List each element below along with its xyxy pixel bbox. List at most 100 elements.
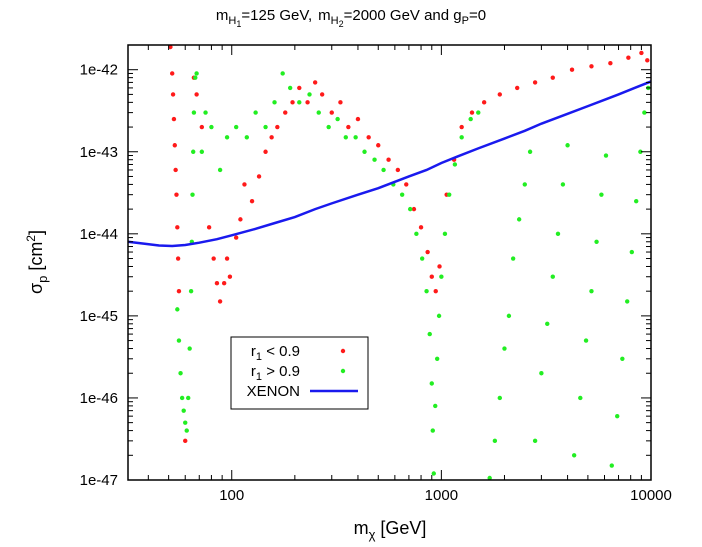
scatter-point-s0-19 [224,256,230,261]
scatter-point-s1-65 [522,182,527,187]
scatter-point-s0-49 [437,264,442,269]
scatter-point-s1-16 [199,149,205,154]
scatter-point-s0-7 [175,225,180,230]
scatter-point-s1-19 [217,167,223,173]
scatter-point-s0-8 [175,256,181,261]
y-tick-label-1: 1e-43 [80,144,118,161]
scatter-point-s1-41 [414,231,419,237]
scatter-point-s0-41 [386,157,391,162]
scatter-point-s0-13 [199,124,205,130]
scatter-point-s0-37 [346,124,351,130]
scatter-point-s1-57 [476,110,481,115]
scatter-point-s0-23 [242,182,247,187]
scatter-point-s0-61 [608,61,613,66]
scatter-point-s1-75 [578,395,583,401]
scatter-point-s1-33 [343,135,348,140]
scatter-point-s1-5 [183,420,188,425]
scatter-point-s1-15 [194,71,199,76]
scatter-point-s0-54 [481,100,487,105]
chart-title: mH1=125 GeV, mH2=2000 GeV and gP=0 [216,7,486,29]
scatter-point-s0-26 [263,149,268,154]
scatter-point-s0-24 [249,198,255,204]
scatter-point-s0-63 [639,50,644,56]
scatter-point-s1-70 [550,274,555,279]
scatter-point-s1-18 [209,124,214,130]
scatter-point-s1-44 [427,331,432,337]
scatter-point-s1-1 [176,338,182,343]
scatter-point-s0-17 [217,299,223,304]
scatter-point-s0-46 [425,249,430,255]
scatter-point-s1-40 [407,206,413,212]
scatter-point-s1-67 [532,438,538,444]
scatter-point-s0-15 [211,256,216,261]
scatter-point-s0-4 [172,143,177,148]
y-tick-label-0: 1e-42 [80,62,118,79]
scatter-point-s0-60 [589,64,594,69]
scatter-point-s0-6 [174,192,179,197]
x-axis-label: mχ [GeV] [354,518,427,542]
scatter-point-s0-14 [206,225,212,230]
scatter-point-s1-63 [510,256,516,261]
scatter-point-s0-0 [168,44,173,50]
scatter-point-s1-46 [430,428,435,433]
scatter-point-s0-62 [626,55,631,60]
scatter-point-s0-57 [532,80,538,85]
legend-label-r1-gt: r1 > 0.9 [251,363,300,383]
scatter-point-s0-29 [283,110,288,115]
scatter-point-s0-10 [183,438,188,444]
scatter-point-s1-49 [434,356,440,361]
scatter-point-s1-9 [188,288,194,294]
scatter-point-s1-73 [565,143,570,148]
scatter-point-s1-4 [181,408,186,413]
scatter-point-s1-87 [638,149,643,154]
scatter-point-s0-36 [338,100,343,105]
scatter-point-s1-50 [436,313,442,319]
scatter-point-s1-71 [555,231,561,237]
legend-label-r1-lt: r1 < 0.9 [251,343,300,363]
plot-marks [127,44,652,481]
scatter-point-s1-74 [571,453,577,458]
scatter-point-s1-80 [603,153,609,158]
x-tick-label-0: 100 [219,487,244,504]
scatter-point-s0-38 [355,116,361,122]
scatter-point-s1-43 [424,288,429,294]
scatter-point-s0-42 [395,167,401,173]
scatter-point-s1-48 [433,403,438,409]
scatter-point-s1-36 [372,157,377,162]
scatter-point-s0-18 [221,281,227,286]
scatter-point-s1-72 [560,182,566,187]
scatter-point-s0-40 [376,143,381,148]
scatter-point-s1-31 [326,124,331,130]
legend-marker-r1-lt [340,348,346,354]
scatter-point-s1-34 [353,135,358,140]
scatter-point-s1-27 [287,85,293,91]
scatter-point-s0-2 [170,92,176,97]
scatter-point-s1-86 [634,198,639,204]
scatter-point-s0-32 [305,100,310,105]
legend: r1 < 0.9 r1 > 0.9 XENON [230,336,369,410]
scatter-point-s1-84 [625,299,630,304]
scatter-point-s1-64 [516,217,522,222]
scatter-point-s1-58 [487,475,492,481]
scatter-point-s1-32 [335,116,340,122]
scatter-point-s1-69 [545,321,550,327]
scatter-point-s1-35 [362,149,367,154]
scatter-point-s1-78 [594,239,599,244]
scatter-point-s0-45 [418,225,424,230]
scatter-point-s1-77 [589,288,594,294]
scatter-point-s1-61 [502,346,507,351]
scatter-point-s1-39 [399,192,405,197]
scatter-point-s1-83 [620,356,625,361]
axis-ticks: 100 1000 10000 1e-42 1e-43 1e-44 1e-45 1e-46 1e-… [80,44,672,504]
scatter-point-s0-9 [176,288,182,294]
scatter-point-s0-33 [312,80,318,85]
legend-box [230,336,369,410]
scatter-point-s0-53 [469,110,475,115]
scatter-point-s0-31 [297,85,302,91]
scatter-point-s1-55 [459,135,464,140]
scatter-point-s1-14 [193,75,198,80]
scatter-point-s1-28 [297,100,302,105]
scatter-point-s1-54 [452,162,458,167]
scatter-point-s1-53 [447,192,452,197]
scatter-point-s0-3 [171,116,177,122]
